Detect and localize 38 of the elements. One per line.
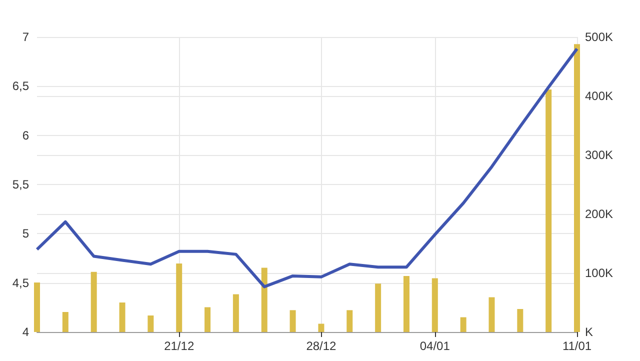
bar — [546, 90, 552, 332]
y-tick-label: 5 — [22, 226, 30, 241]
bar — [318, 324, 324, 332]
y-tick-label: 4 — [22, 325, 30, 339]
bar — [432, 278, 438, 332]
bar — [574, 44, 580, 332]
line-series — [36, 47, 578, 288]
y2-tick-label: 200K — [585, 207, 614, 221]
y-tick-label: 5,5 — [12, 178, 30, 192]
bar — [148, 315, 154, 332]
bar — [62, 312, 68, 332]
y-tick-label: 6,5 — [12, 79, 30, 94]
y2-tick-label: 500K — [585, 30, 614, 44]
y2-tick-label: 400K — [585, 89, 614, 103]
bar — [375, 284, 382, 332]
y-tick-label: 7 — [22, 30, 30, 44]
bar — [232, 294, 239, 332]
bar — [261, 268, 268, 332]
bar — [488, 297, 495, 332]
bar — [119, 302, 126, 332]
bar — [517, 308, 524, 332]
y2-tick-label: K — [585, 325, 594, 339]
x-tick-label: 11/01 — [562, 339, 592, 353]
x-tick-label: 28/12 — [306, 339, 337, 353]
x-tick-label: 04/01 — [420, 339, 450, 353]
y-tick-label: 4,5 — [12, 276, 30, 290]
bar — [460, 317, 466, 332]
y-tick-label: 6 — [22, 128, 30, 142]
bar — [346, 310, 353, 332]
bar — [204, 307, 211, 332]
bar — [34, 282, 40, 332]
x-tick-label: 21/12 — [164, 339, 194, 353]
y2-tick-label: 100K — [585, 266, 614, 280]
bar — [90, 272, 97, 332]
bar — [403, 276, 410, 332]
bar — [176, 264, 182, 332]
bar — [290, 310, 296, 332]
y2-tick-label: 300K — [585, 148, 614, 162]
